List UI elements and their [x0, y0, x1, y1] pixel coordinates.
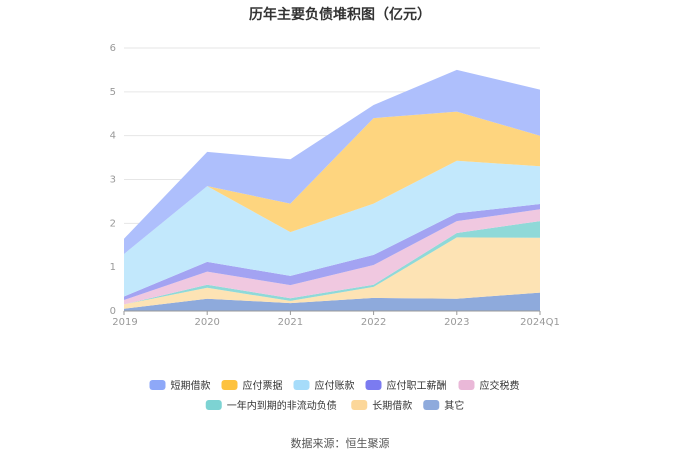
- legend-label: 应付职工薪酬: [387, 379, 447, 392]
- x-tick-label: 2019: [112, 317, 137, 328]
- legend-swatch: [423, 400, 440, 410]
- chart-title: 历年主要负债堆积图（亿元）: [249, 7, 431, 23]
- y-tick-label: 2: [110, 218, 116, 229]
- y-tick-label: 4: [110, 131, 116, 142]
- legend-swatch: [293, 380, 310, 390]
- legend-item[interactable]: 应交税费: [458, 379, 520, 392]
- legend-label: 其它: [444, 399, 464, 412]
- x-tick-label: 2021: [278, 317, 303, 328]
- area-应交税费: [124, 209, 540, 305]
- x-tick-label: 2020: [194, 317, 219, 328]
- area-一年内到期的非流动负债: [124, 221, 540, 305]
- data-source: 数据来源：恒生聚源: [290, 437, 390, 450]
- legend-label: 短期借款: [171, 379, 211, 392]
- legend-label: 长期借款: [372, 399, 412, 412]
- legend-swatch: [205, 400, 222, 410]
- legend-item[interactable]: 一年内到期的非流动负债: [205, 399, 337, 412]
- area-series: [124, 69, 540, 311]
- x-tick-label: 2023: [444, 317, 469, 328]
- y-tick-label: 6: [110, 43, 116, 54]
- y-axis-ticks: 0 1 2 3 4 5 6: [110, 43, 116, 317]
- y-tick-label: 5: [110, 87, 116, 98]
- legend-item[interactable]: 应付职工薪酬: [365, 379, 447, 392]
- y-tick-label: 1: [110, 262, 116, 273]
- area-短期借款: [124, 69, 540, 255]
- area-长期借款: [124, 237, 540, 309]
- legend-label: 一年内到期的非流动负债: [227, 399, 337, 412]
- x-tick-label: 2022: [361, 317, 386, 328]
- legend-swatch: [458, 380, 475, 390]
- legend-item[interactable]: 应付账款: [293, 379, 355, 392]
- x-axis: 2019 2020 2021 2022 2023 2024Q1: [112, 310, 560, 328]
- legend-item[interactable]: 短期借款: [149, 379, 211, 392]
- legend-swatch: [365, 380, 382, 390]
- legend-label: 应交税费: [480, 379, 520, 392]
- area-应付账款: [124, 160, 540, 297]
- legend-item[interactable]: 其它: [423, 399, 464, 412]
- legend-swatch: [149, 380, 166, 390]
- area-其它: [124, 292, 540, 311]
- legend-label: 应付票据: [243, 379, 283, 392]
- y-tick-label: 3: [110, 175, 116, 186]
- y-tick-label: 0: [110, 306, 116, 317]
- legend-swatch: [351, 400, 368, 410]
- x-tick-label: 2024Q1: [520, 317, 560, 328]
- area-应付票据: [124, 111, 540, 254]
- legend-label: 应付账款: [315, 379, 355, 392]
- legend-swatch: [221, 380, 238, 390]
- legend-item[interactable]: 长期借款: [351, 399, 412, 412]
- legend-item[interactable]: 应付票据: [221, 379, 283, 392]
- area-应付职工薪酬: [124, 204, 540, 300]
